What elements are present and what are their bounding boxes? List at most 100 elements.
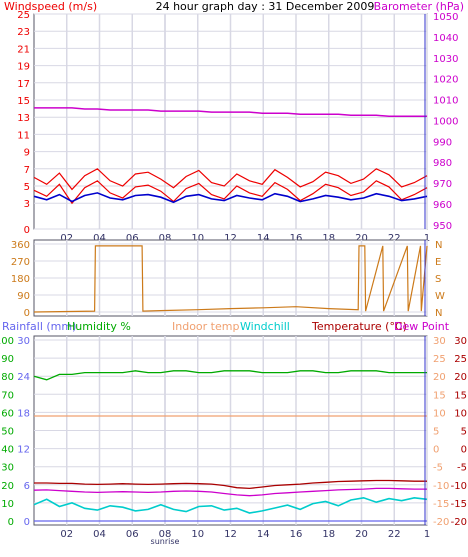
temp-x-tick: 04 — [93, 529, 106, 540]
temp-x-tick: 10 — [191, 529, 204, 540]
humidity-y-tick: 20 — [1, 481, 14, 492]
wind-y-tick: 5 — [24, 182, 30, 193]
wind-y-tick: 19 — [17, 62, 30, 73]
baro-axis-label: Barometer (hPa) — [374, 0, 464, 13]
wind-y-tick: 9 — [24, 148, 30, 159]
wind-y-tick: 13 — [17, 113, 30, 124]
direction-compass-tick: N — [435, 240, 442, 251]
baro-y-tick: 1010 — [433, 96, 458, 107]
temp-x-tick: 12 — [224, 529, 237, 540]
rain-y-tick: 30 — [17, 336, 30, 347]
legend-item: Windchill — [240, 320, 290, 333]
humidity-y-tick: 50 — [1, 427, 14, 438]
legend-item: Rainfall (mm) — [2, 320, 76, 333]
wind-x-tick: 04 — [93, 233, 106, 244]
wind-y-tick: 17 — [17, 79, 30, 90]
baro-y-tick: 980 — [433, 158, 452, 169]
indoor-y-tick: 15 — [433, 390, 446, 401]
temp-x-tick: 06 — [126, 529, 139, 540]
temp-x-tick: 08 — [159, 529, 172, 540]
direction-y-tick: 180 — [11, 274, 30, 285]
direction-compass-tick: W — [435, 291, 445, 302]
direction-y-tick: 360 — [11, 240, 30, 251]
wind-x-tick: 08 — [159, 233, 172, 244]
humidity-line — [33, 370, 427, 381]
baro-y-tick: 1030 — [433, 54, 458, 65]
wind-x-tick: 22 — [388, 233, 401, 244]
avg-wind-line — [33, 192, 428, 204]
temperature-y-tick: -5 — [457, 463, 467, 474]
wind-y-tick: 7 — [24, 165, 30, 176]
direction-compass-tick: S — [435, 274, 441, 285]
rain-y-tick: 0 — [24, 517, 30, 528]
temperature-y-tick: 25 — [454, 354, 467, 365]
direction-y-tick: 270 — [11, 257, 30, 268]
temperature-y-tick: 5 — [461, 427, 467, 438]
temperature-y-tick: 0 — [461, 445, 467, 456]
temperature-y-tick: 30 — [454, 336, 467, 347]
wind-direction-line — [33, 245, 428, 313]
wind-x-tick: 18 — [322, 233, 335, 244]
wind-y-tick: 3 — [24, 199, 30, 210]
legend-item: Temperature (°C) — [311, 320, 407, 333]
wind-x-tick: 20 — [355, 233, 368, 244]
wind-axis-label: Windspeed (m/s) — [4, 0, 97, 13]
windchill-line — [33, 496, 428, 514]
temp-x-tick: 14 — [257, 529, 270, 540]
indoor-y-tick: 20 — [433, 372, 446, 383]
baro-y-tick: 970 — [433, 179, 452, 190]
baro-y-tick: 950 — [433, 221, 452, 232]
humidity-y-tick: 80 — [1, 372, 14, 383]
direction-compass-tick: N — [435, 308, 442, 319]
temp-sunrise-label: sunrise — [151, 537, 180, 546]
legend-item: Humidity % — [67, 320, 131, 333]
temperature-y-tick: -15 — [451, 499, 467, 510]
humidity-y-tick: 100 — [0, 336, 14, 347]
temperature-line — [34, 479, 427, 490]
temp-x-tick: 18 — [322, 529, 335, 540]
baro-y-tick: 960 — [433, 200, 452, 211]
humidity-y-tick: 60 — [1, 408, 14, 419]
rain-y-tick: 24 — [17, 372, 30, 383]
indoor-y-tick: 10 — [433, 408, 446, 419]
temp-x-tick: 16 — [290, 529, 303, 540]
temp-x-tick: 1 — [424, 529, 430, 540]
wind-y-tick: 15 — [17, 96, 30, 107]
wind-y-tick: 23 — [17, 27, 30, 38]
temperature-y-tick: -10 — [451, 481, 467, 492]
indoor-y-tick: -20 — [433, 517, 449, 528]
indoor-y-tick: 5 — [433, 427, 439, 438]
wind-y-tick: 0 — [24, 225, 30, 236]
direction-y-tick: 90 — [17, 291, 30, 302]
graph-title: 24 hour graph day : 31 December 2009 — [156, 0, 375, 13]
indoor-y-tick: -5 — [433, 463, 443, 474]
humidity-y-tick: 40 — [1, 445, 14, 456]
temperature-y-tick: -20 — [451, 517, 467, 528]
temp-x-tick: 20 — [355, 529, 368, 540]
rain-y-tick: 18 — [17, 408, 30, 419]
humidity-y-tick: 10 — [1, 499, 14, 510]
humidity-y-tick: 70 — [1, 390, 14, 401]
legend-item: Dew Point — [394, 320, 450, 333]
humidity-y-tick: 90 — [1, 354, 14, 365]
wind-x-tick: 02 — [60, 233, 73, 244]
indoor-y-tick: -15 — [433, 499, 449, 510]
baro-y-tick: 1000 — [433, 116, 458, 127]
wind-x-tick: 1 — [424, 233, 430, 244]
temperature-y-tick: 20 — [454, 372, 467, 383]
indoor-y-tick: 30 — [433, 336, 446, 347]
baro-y-tick: 1050 — [433, 12, 458, 23]
humidity-y-tick: 0 — [8, 517, 14, 528]
legend-item: Indoor temp — [172, 320, 239, 333]
wind-x-tick: 16 — [290, 233, 303, 244]
wind-x-tick: 12 — [224, 233, 237, 244]
temp-x-tick: 02 — [60, 529, 73, 540]
wind-y-tick: 11 — [17, 130, 30, 141]
indoor-y-tick: -10 — [433, 481, 449, 492]
indoor-y-tick: 25 — [433, 354, 446, 365]
indoor-y-tick: 0 — [433, 445, 439, 456]
wind-x-tick: 06 — [126, 233, 139, 244]
temperature-y-tick: 10 — [454, 408, 467, 419]
